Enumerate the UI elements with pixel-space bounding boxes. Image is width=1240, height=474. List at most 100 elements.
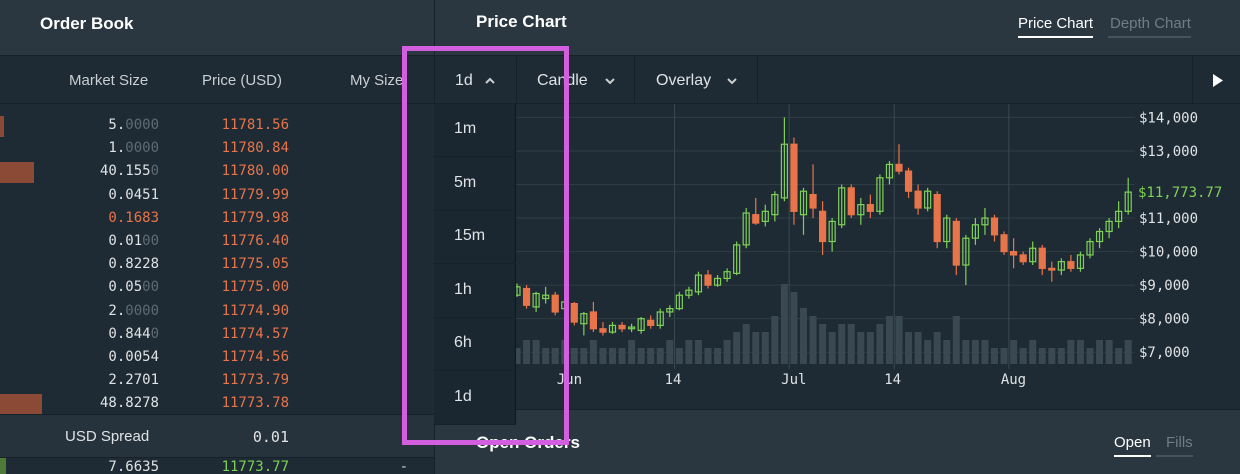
volume-bar <box>1105 340 1113 364</box>
volume-bar <box>905 332 913 364</box>
bid-depth-bar <box>0 458 6 474</box>
y-tick-label: $9,000 <box>1139 278 1190 294</box>
interval-option-1h[interactable]: 1h <box>434 265 516 318</box>
volume-bar <box>523 340 531 364</box>
order-book-header: Order Book <box>0 0 434 56</box>
candle-body <box>1067 261 1075 269</box>
volume-bar <box>733 332 741 364</box>
bid-row[interactable]: 7.6635 11773.77 - <box>0 458 434 474</box>
ask-row[interactable]: 0.8440 11774.57 - <box>0 323 434 346</box>
candle-body <box>1076 254 1085 269</box>
volume-bar <box>561 340 569 364</box>
candlestick-chart[interactable]: $14,000 $13,000 $11,000 $10,000 $9,000 $8,000… <box>435 104 1240 409</box>
ask-my-size: - <box>399 209 408 226</box>
volume-bar <box>742 324 750 364</box>
ask-row[interactable]: 1.0000 11780.84 - <box>0 137 434 160</box>
volume-bar <box>714 348 722 364</box>
ask-price: 11779.98 <box>221 209 289 226</box>
order-book-panel: Order Book Market Size Price (USD) My Si… <box>0 0 434 474</box>
volume-bar <box>1086 348 1094 364</box>
open-orders-header: Open Orders Open Fills <box>435 409 1240 474</box>
volume-bar <box>1076 340 1084 364</box>
play-button[interactable] <box>1192 57 1240 104</box>
ask-row[interactable]: 48.8278 11773.78 - <box>0 392 434 414</box>
ask-row[interactable]: 2.2701 11773.79 - <box>0 369 434 392</box>
volume-bar <box>924 340 932 364</box>
bid-price: 11773.77 <box>221 459 289 474</box>
ask-row[interactable]: 40.1550 11780.00 - <box>0 160 434 184</box>
ask-my-size: - <box>399 325 408 342</box>
interval-option-label: 1h <box>454 280 472 298</box>
volume-bar <box>943 340 951 364</box>
volume-bar <box>847 324 855 364</box>
candle-body <box>551 294 559 313</box>
ask-row[interactable]: 0.0451 11779.99 - <box>0 184 434 207</box>
candle-body <box>904 170 913 192</box>
interval-selector[interactable]: 1d <box>435 57 517 104</box>
candle-body <box>943 217 951 243</box>
ask-my-size: - <box>399 302 408 319</box>
volume-bar <box>694 340 702 364</box>
ask-my-size: - <box>399 140 408 157</box>
candle-body <box>628 326 636 330</box>
volume-bar <box>532 340 540 364</box>
ask-size: 0.8440 <box>108 325 159 342</box>
candle-body <box>704 274 712 286</box>
candle-body <box>933 193 941 243</box>
x-tick-label: Jun <box>557 372 582 388</box>
interval-option-1m[interactable]: 1m <box>434 104 516 157</box>
ask-my-size: - <box>399 349 408 365</box>
ask-row[interactable]: 0.0500 11775.00 - <box>0 276 434 299</box>
volume-bar <box>637 348 645 364</box>
y-tick-label: $8,000 <box>1139 312 1190 328</box>
volume-bar <box>1000 348 1008 364</box>
ask-row[interactable]: 0.8228 11775.05 - <box>0 253 434 276</box>
interval-label: 1d <box>455 72 473 89</box>
interval-option-5m[interactable]: 5m <box>434 158 516 211</box>
ask-row[interactable]: 0.0054 11774.56 - <box>0 346 434 369</box>
interval-option-1d[interactable]: 1d <box>434 372 516 425</box>
volume-bar <box>828 332 836 364</box>
candle-body <box>570 302 578 323</box>
ask-row[interactable]: 0.0100 11776.40 - <box>0 230 434 253</box>
tab-depth-chart[interactable]: Depth Chart <box>1108 15 1191 38</box>
volume-bar <box>1124 340 1132 364</box>
market-size-header: Market Size <box>69 72 149 89</box>
ask-row[interactable]: 5.0000 11781.56 - <box>0 114 434 137</box>
candle-body <box>675 294 683 310</box>
candle-body <box>924 190 932 209</box>
candle-body <box>742 212 750 246</box>
interval-option-6h[interactable]: 6h <box>434 318 516 371</box>
y-tick-label: $13,000 <box>1139 144 1198 160</box>
chart-style-selector[interactable]: Candle <box>517 57 635 104</box>
candle-body <box>857 204 865 216</box>
candle-body <box>838 187 846 226</box>
tab-price-chart[interactable]: Price Chart <box>1018 15 1094 38</box>
ask-row[interactable]: 2.0000 11774.90 - <box>0 300 434 323</box>
candle-body <box>971 224 980 239</box>
ask-my-size: - <box>399 395 408 412</box>
tab-open[interactable]: Open <box>1114 434 1151 457</box>
overlay-label: Overlay <box>656 72 712 89</box>
candle-body <box>1009 250 1018 256</box>
candle-body <box>580 313 588 325</box>
volume-bar <box>513 348 521 364</box>
bid-my-size: - <box>399 459 408 474</box>
volume-bar <box>723 340 731 364</box>
candlestick-chart-svg: $14,000 $13,000 $11,000 $10,000 $9,000 $8,000… <box>513 104 1222 388</box>
volume-bar <box>771 316 779 364</box>
ask-size: 0.8228 <box>108 256 159 273</box>
overlay-selector[interactable]: Overlay <box>635 57 758 104</box>
candle-body <box>723 271 731 280</box>
tab-fills[interactable]: Fills <box>1156 434 1193 457</box>
candle-body <box>647 319 655 326</box>
order-book-column-headers: Market Size Price (USD) My Size <box>0 57 434 104</box>
volume-bar <box>1010 340 1018 364</box>
ask-size: 0.1683 <box>108 209 159 226</box>
interval-option-15m[interactable]: 15m <box>434 211 516 264</box>
ask-size: 0.0451 <box>108 186 159 203</box>
volume-bar <box>838 324 846 364</box>
candle-body <box>1048 267 1056 271</box>
ask-size: 0.0500 <box>108 279 159 296</box>
ask-row[interactable]: 0.1683 11779.98 - <box>0 207 434 230</box>
